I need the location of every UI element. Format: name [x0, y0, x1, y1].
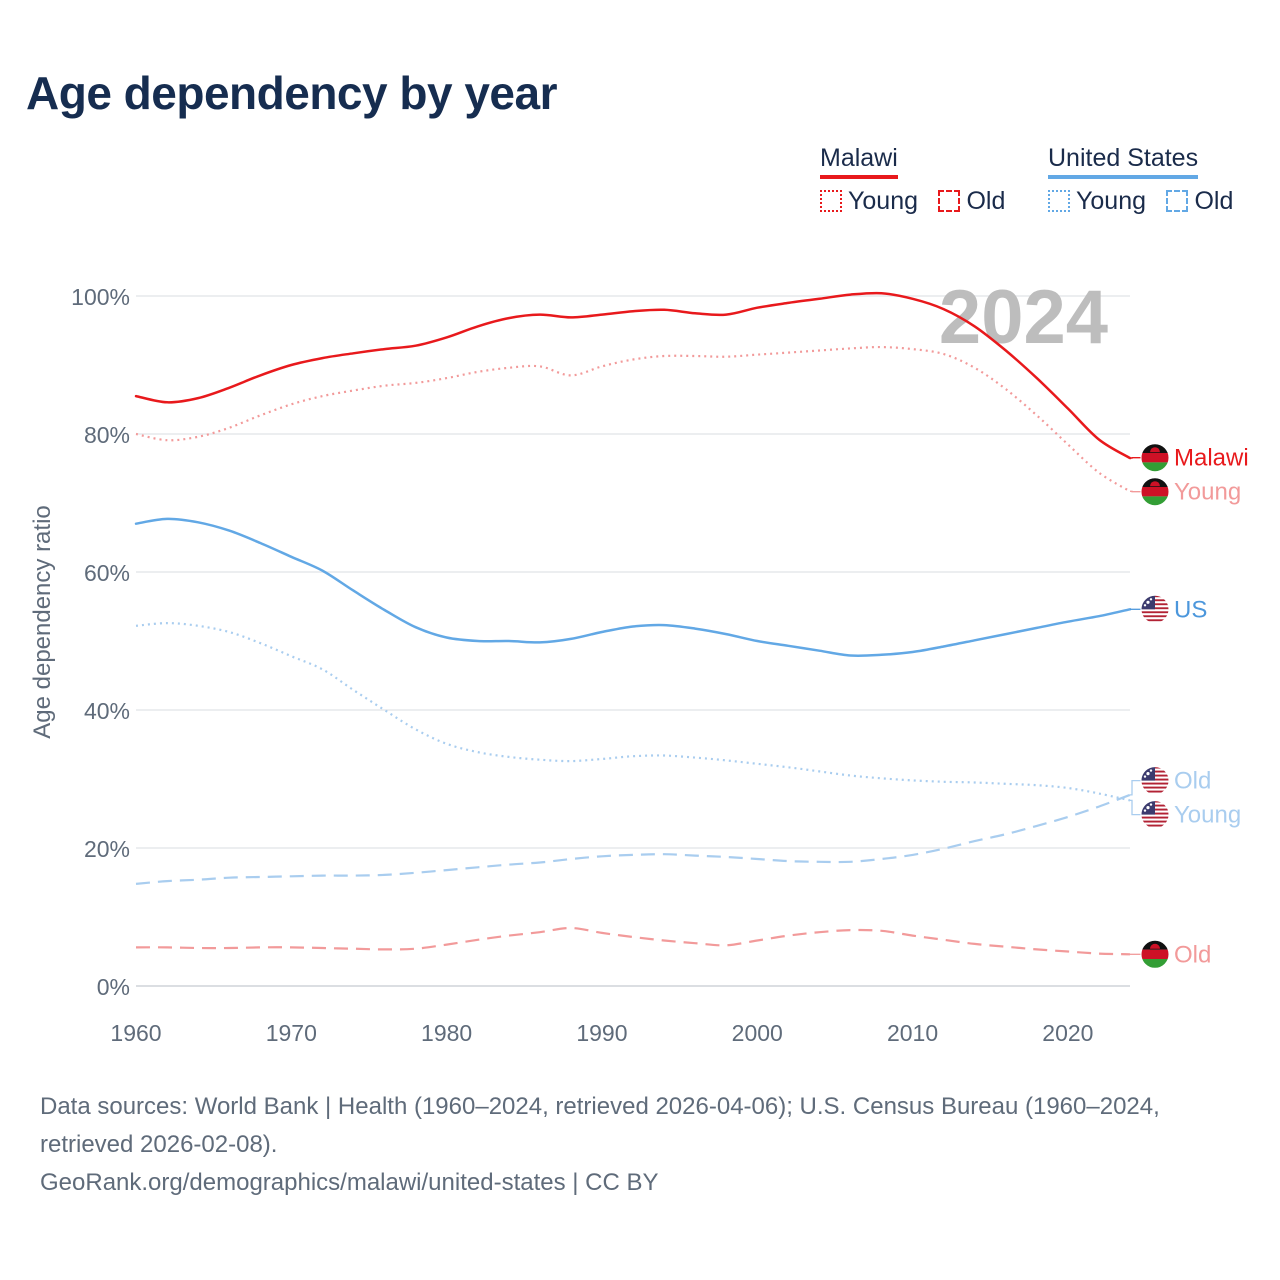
x-tick-label: 1990: [576, 1020, 627, 1046]
y-axis-label: Age dependency ratio: [29, 505, 56, 739]
series-lines: [134, 291, 1132, 956]
malawi-flag-icon: [1140, 443, 1170, 473]
series-line-malawi-young[interactable]: [135, 345, 1131, 493]
end-label-text: Young: [1174, 802, 1241, 829]
dashed-swatch-icon: [1166, 190, 1189, 212]
legend-item-malawi-old[interactable]: Old: [938, 187, 1005, 216]
y-tick-label: 20%: [84, 836, 130, 862]
dotted-swatch-icon: [1048, 190, 1070, 212]
y-tick-label: 40%: [84, 698, 130, 724]
end-label-text: US: [1174, 596, 1207, 623]
line-chart: 0% 20% 40% 60% 80% 100% 1960 1970 1980 1990 2000 2…: [29, 275, 1249, 1046]
y-tick-label: 0%: [97, 974, 130, 1000]
legend-item-us-young[interactable]: Young: [1048, 187, 1146, 216]
usa-flag-icon: [1140, 800, 1170, 830]
end-labels: Malawi Young US Old Young Old: [1130, 443, 1249, 969]
legend-title-united-states[interactable]: United States: [1048, 144, 1199, 179]
legend-group-malawi[interactable]: Malawi Young Old: [820, 144, 1021, 216]
end-label-malawi[interactable]: Malawi: [1130, 443, 1249, 473]
chart-title: Age dependency by year: [26, 67, 557, 119]
legend-title-malawi[interactable]: Malawi: [820, 144, 898, 179]
dotted-swatch-icon: [820, 190, 842, 212]
dashed-swatch-icon: [938, 190, 961, 212]
label-connector: [1130, 779, 1141, 796]
year-watermark: 2024: [939, 275, 1108, 360]
attribution-link[interactable]: GeoRank.org/demographics/malawi/united-s…: [40, 1169, 659, 1196]
legend-item-us-old[interactable]: Old: [1166, 187, 1233, 216]
gridlines: [136, 295, 1130, 987]
label-connector: [1130, 799, 1141, 816]
end-label-us-old[interactable]: Old: [1130, 766, 1211, 796]
usa-flag-icon: [1140, 594, 1170, 624]
x-tick-label: 2000: [732, 1020, 783, 1046]
legend-group-united-states[interactable]: United States Young Old: [1048, 144, 1233, 216]
end-label-malawi-old[interactable]: Old: [1130, 939, 1211, 969]
x-tick-label: 2020: [1042, 1020, 1093, 1046]
series-line-us-young[interactable]: [135, 621, 1131, 802]
y-tick-label: 100%: [71, 284, 130, 310]
x-tick-label: 1970: [266, 1020, 317, 1046]
x-tick-label: 1980: [421, 1020, 472, 1046]
series-line-malawi[interactable]: [134, 291, 1132, 460]
end-label-us-young[interactable]: Young: [1130, 799, 1241, 830]
y-tick-label: 80%: [84, 422, 130, 448]
source-line: Data sources: World Bank | Health (1960–…: [40, 1093, 1160, 1158]
malawi-flag-icon: [1140, 477, 1170, 507]
end-label-text: Young: [1174, 479, 1241, 506]
end-label-text: Old: [1174, 768, 1211, 795]
end-label-malawi-young[interactable]: Young: [1130, 477, 1241, 507]
end-label-text: Malawi: [1174, 445, 1249, 472]
end-label-text: Old: [1174, 941, 1211, 968]
legend-item-malawi-young[interactable]: Young: [820, 187, 918, 216]
x-axis-ticks: 1960 1970 1980 1990 2000 2010 2020: [110, 1020, 1093, 1046]
malawi-flag-icon: [1140, 939, 1170, 969]
series-line-us[interactable]: [134, 517, 1132, 658]
y-tick-label: 60%: [84, 560, 130, 586]
source-note: Data sources: World Bank | Health (1960–…: [40, 1088, 1240, 1202]
y-axis-ticks: 0% 20% 40% 60% 80% 100%: [71, 284, 130, 1000]
x-tick-label: 2010: [887, 1020, 938, 1046]
x-tick-label: 1960: [110, 1020, 161, 1046]
series-line-malawi-old[interactable]: [135, 926, 1131, 956]
usa-flag-icon: [1140, 766, 1170, 796]
end-label-us[interactable]: US: [1130, 594, 1207, 624]
series-line-us-old[interactable]: [135, 793, 1131, 885]
